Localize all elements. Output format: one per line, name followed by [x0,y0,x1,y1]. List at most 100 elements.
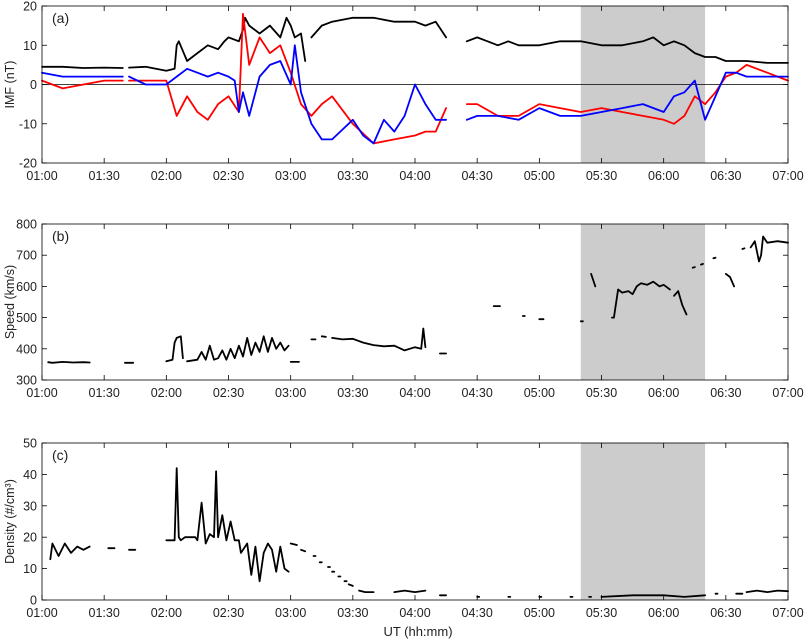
y-axis-label: IMF (nT) [3,61,17,109]
panel-label: (a) [52,10,69,26]
x-tick-label: 03:30 [337,606,368,620]
series-2-segment-3 [465,64,789,125]
y-tick-label: 300 [16,374,37,388]
series-1-segment-1 [41,65,124,69]
shaded-interval [580,224,706,380]
x-tick-label: 01:00 [26,606,57,620]
x-tick-label: 07:00 [772,606,803,620]
x-tick-label: 06:30 [710,169,741,183]
series-1-segment-25 [745,589,789,593]
x-tick-label: 01:30 [89,169,120,183]
series-2-segment-1 [41,79,124,90]
x-tick-label: 06:30 [710,386,741,400]
x-tick-label: 03:00 [275,169,306,183]
series-2-segment-2 [128,12,448,145]
x-tick-label: 06:00 [648,606,679,620]
series-1-segment-2 [128,16,307,72]
y-tick-label: 40 [23,468,37,482]
series-1-segment-3 [165,335,184,363]
x-tick-label: 03:30 [337,386,368,400]
x-tick-label: 02:30 [213,169,244,183]
series-1-segment-19 [712,256,717,260]
x-tick-label: 07:00 [772,386,803,400]
y-tick-label: -10 [19,117,37,131]
series-1-segment-1 [47,360,91,364]
series-1-segment-4 [186,335,290,363]
series-1-segment-17 [691,266,696,269]
series-1-segment-15 [393,589,427,593]
y-tick-label: 10 [23,39,37,53]
y-tick-label: 600 [16,280,37,294]
series-1-segment-21 [741,247,746,250]
y-tick-label: 20 [23,0,37,14]
y-tick-label: 0 [30,78,37,92]
y-tick-label: 20 [23,531,37,545]
x-tick-label: 06:00 [648,169,679,183]
panel-label: (b) [52,228,69,244]
y-tick-label: -20 [19,157,37,171]
x-tick-label: 05:00 [524,606,555,620]
series-1-segment-1 [49,542,91,561]
y-axis-label: Speed (km/s) [3,265,17,339]
series-1-segment-18 [700,262,704,266]
y-tick-label: 10 [23,562,37,576]
x-tick-label: 02:00 [151,386,182,400]
series-1-segment-5 [289,542,298,546]
x-tick-label: 03:00 [275,386,306,400]
x-tick-label: 02:00 [151,606,182,620]
series-1-segment-7 [320,335,327,338]
y-tick-label: 50 [23,437,37,451]
y-tick-label: 400 [16,342,37,356]
panel-3: 50 40 30 20 10 001:00 01:30 02:00 02:30 03:00 03:3… [3,437,804,621]
series-1-segment-15 [611,280,671,319]
y-tick-label: 800 [16,218,37,232]
x-tick-label: 05:30 [586,606,617,620]
y-tick-label: 500 [16,311,37,325]
y-axis-label: Density (#/cm³) [3,479,17,564]
series-1-segment-4 [165,467,290,583]
series-1-segment-3 [310,16,448,39]
x-tick-label: 01:00 [26,169,57,183]
x-tick-label: 01:00 [26,386,57,400]
x-tick-label: 03:00 [275,606,306,620]
x-tick-label: 06:30 [710,606,741,620]
x-tick-label: 05:00 [524,169,555,183]
x-tick-label: 07:00 [772,169,803,183]
x-tick-label: 02:30 [213,606,244,620]
x-tick-label: 04:00 [399,169,430,183]
series-1-segment-6 [300,548,307,553]
y-tick-label: 0 [30,594,37,608]
x-tick-label: 06:00 [648,386,679,400]
x-tick-label: 02:00 [151,169,182,183]
x-tick-label: 04:30 [462,606,493,620]
x-tick-label: 04:00 [399,386,430,400]
x-tick-label: 05:30 [586,386,617,400]
x-axis-label: UT (hh:mm) [383,624,452,639]
series-1-segment-14 [590,272,597,288]
series-3-segment-3 [465,71,789,121]
x-tick-label: 05:00 [524,386,555,400]
x-tick-label: 04:30 [462,169,493,183]
x-tick-label: 02:30 [213,386,244,400]
series-1-segment-14 [358,589,375,593]
shaded-interval [580,443,706,600]
x-tick-label: 01:30 [89,606,120,620]
x-tick-label: 04:30 [462,386,493,400]
x-tick-label: 03:30 [337,169,368,183]
series-1-segment-22 [749,235,789,263]
series-1-segment-16 [673,290,688,316]
x-tick-label: 01:30 [89,386,120,400]
series-3-segment-2 [128,44,448,145]
series-1-segment-8 [331,327,427,352]
x-tick-label: 05:30 [586,169,617,183]
x-tick-label: 04:00 [399,606,430,620]
y-tick-label: 700 [16,249,37,263]
series-1-segment-4 [465,36,789,64]
panel-label: (c) [52,447,68,463]
y-tick-label: 30 [23,499,37,513]
series-3-segment-1 [41,71,124,78]
